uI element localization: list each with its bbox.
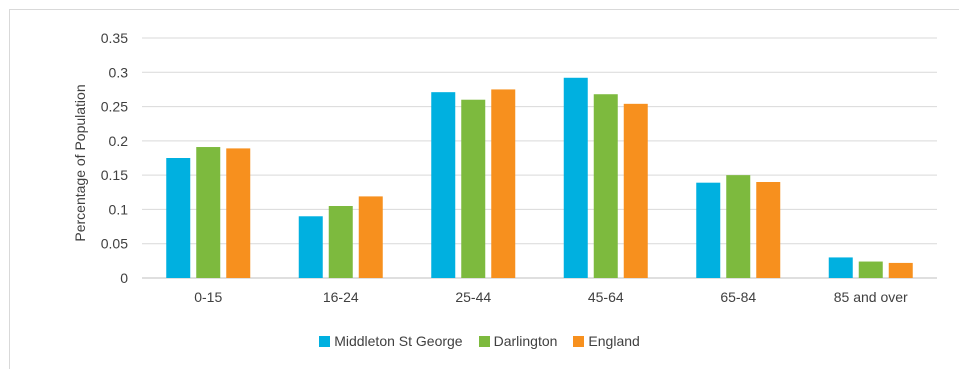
y-tick-label: 0: [120, 270, 128, 286]
legend-label: Darlington: [493, 333, 558, 349]
legend-swatch: [478, 335, 490, 347]
bar: [858, 261, 883, 278]
legend-item: Darlington: [478, 333, 558, 349]
bar: [623, 103, 648, 278]
bar: [696, 182, 721, 278]
y-tick-label: 0.2: [109, 133, 129, 149]
bar: [593, 94, 618, 278]
y-tick-label: 0.05: [101, 236, 128, 252]
y-axis-label: Percentage of Population: [72, 84, 88, 241]
legend-swatch: [573, 335, 585, 347]
y-tick-label: 0.3: [109, 64, 129, 80]
bar: [166, 158, 191, 278]
bar: [328, 206, 353, 278]
y-tick-label: 0.15: [101, 167, 128, 183]
bars: [166, 77, 913, 279]
y-tick-labels: 0 0.05 0.1 0.15 0.2 0.25 0.3 0.35: [101, 30, 128, 286]
bar: [491, 89, 516, 278]
bar: [563, 77, 588, 279]
x-tick-label: 25-44: [455, 289, 491, 305]
bar: [196, 147, 221, 278]
gridlines: [142, 37, 937, 279]
legend-item: England: [573, 333, 640, 349]
x-tick-label: 0-15: [194, 289, 222, 305]
x-tick-label: 45-64: [588, 289, 624, 305]
bar: [226, 148, 251, 278]
chart-frame: [9, 9, 959, 369]
legend-label: England: [588, 333, 640, 349]
x-tick-label: 85 and over: [834, 289, 908, 305]
y-tick-label: 0.1: [109, 201, 129, 217]
bar: [828, 257, 853, 278]
legend-label: Middleton St George: [334, 333, 463, 349]
x-tick-labels: 0-15 16-24 25-44 45-64 65-84 85 and over: [194, 289, 908, 305]
bar: [431, 92, 456, 279]
bar: [461, 99, 486, 278]
bar-chart: 0 0.05 0.1 0.15 0.2 0.25 0.3 0.35 0-15 16-24 25-4…: [72, 30, 937, 305]
legend-swatch: [319, 335, 331, 347]
x-tick-label: 65-84: [720, 289, 756, 305]
bar: [298, 216, 323, 278]
legend: Middleton St George Darlington England: [0, 333, 959, 349]
bar: [888, 262, 913, 278]
bar: [726, 175, 751, 278]
y-tick-label: 0.35: [101, 30, 128, 46]
y-tick-label: 0.25: [101, 99, 128, 115]
legend-item: Middleton St George: [319, 333, 463, 349]
x-tick-label: 16-24: [323, 289, 359, 305]
bar: [358, 196, 383, 278]
bar: [756, 182, 781, 278]
